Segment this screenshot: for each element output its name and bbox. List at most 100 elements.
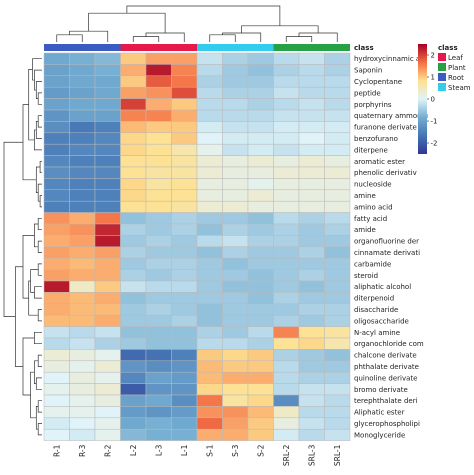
heatmap-cell: [222, 200, 249, 213]
heatmap-cell: [120, 200, 147, 213]
dendrogram-branch: [37, 217, 42, 231]
heatmap-cell: [222, 189, 249, 202]
heatmap-cell: [222, 269, 249, 282]
heatmap-cell: [145, 212, 172, 225]
dendrogram-branch: [35, 121, 42, 139]
heatmap-cell: [94, 337, 121, 350]
heatmap-cell: [120, 98, 147, 111]
heatmap-cell: [43, 314, 70, 327]
heatmap-cell: [171, 98, 198, 111]
heatmap-cell: [298, 360, 325, 373]
heatmap-cell: [69, 178, 96, 191]
heatmap-cell: [69, 143, 96, 156]
heatmap-cell: [273, 166, 300, 179]
heatmap-cell: [273, 155, 300, 168]
heatmap-cell: [69, 109, 96, 122]
heatmap-cell: [222, 98, 249, 111]
heatmap-cell: [273, 337, 300, 350]
dendrogram-branch: [37, 423, 42, 436]
heatmap-cell: [120, 52, 147, 65]
class-legend-swatch: [438, 83, 446, 91]
heatmap-cell: [94, 109, 121, 122]
heatmap-cell: [196, 166, 223, 179]
row-label: phthalate derivate: [354, 363, 419, 371]
heatmap-cell: [145, 223, 172, 236]
heatmap-cell: [298, 98, 325, 111]
heatmap-cell: [298, 200, 325, 213]
heatmap-cell: [196, 406, 223, 419]
heatmap-cell: [94, 75, 121, 88]
row-label: benzofurano: [354, 135, 398, 143]
heatmap-cell: [247, 314, 274, 327]
heatmap-cell: [94, 132, 121, 145]
heatmap-cell: [120, 75, 147, 88]
heatmap-cell: [247, 246, 274, 259]
heatmap-cell: [120, 189, 147, 202]
heatmap-cell: [69, 314, 96, 327]
row-label: Cyclopentane: [354, 78, 402, 86]
heatmap-cell: [171, 417, 198, 430]
heatmap-cell: [171, 64, 198, 77]
heatmap-cell: [120, 314, 147, 327]
heatmap-cell: [273, 64, 300, 77]
heatmap-cell: [69, 189, 96, 202]
column-label: L-2: [129, 444, 138, 456]
heatmap-cell: [69, 280, 96, 293]
dendrogram-branch: [145, 32, 185, 42]
heatmap-cell: [273, 75, 300, 88]
heatmap-cell: [171, 326, 198, 339]
heatmap-cell: [298, 109, 325, 122]
row-label: amide: [354, 226, 376, 234]
class-legend-label: Plant: [448, 64, 466, 72]
heatmap-cell: [171, 223, 198, 236]
heatmap-cell: [69, 166, 96, 179]
heatmap-cell: [145, 360, 172, 373]
heatmap-cell: [43, 86, 70, 99]
heatmap-cell: [94, 235, 121, 248]
row-label: porphyrins: [354, 101, 392, 109]
heatmap-cell: [298, 64, 325, 77]
row-label: diterpenoid: [354, 295, 394, 303]
heatmap-cell: [94, 280, 121, 293]
column-dendrogram: [56, 5, 338, 42]
heatmap-cell: [94, 257, 121, 270]
heatmap-cell: [273, 223, 300, 236]
heatmap-cell: [247, 292, 274, 305]
dendrogram-branch: [88, 12, 166, 33]
heatmap-cell: [222, 314, 249, 327]
heatmap-cell: [273, 269, 300, 282]
column-label: S-2: [257, 444, 266, 456]
heatmap-cell: [247, 64, 274, 77]
class-annotation-cell: [222, 44, 248, 51]
heatmap-cell: [298, 121, 325, 134]
row-label: Aliphatic ester: [354, 409, 405, 417]
heatmap-cell: [120, 64, 147, 77]
heatmap-cell: [324, 280, 351, 293]
heatmap-cell: [69, 52, 96, 65]
dendrogram-branch: [30, 371, 37, 419]
heatmap-cell: [171, 166, 198, 179]
heatmap-cell: [324, 109, 351, 122]
heatmap-cell: [145, 98, 172, 111]
heatmap-cell: [324, 121, 351, 134]
heatmap-cell: [196, 155, 223, 168]
heatmap-cell: [145, 235, 172, 248]
heatmap-cell: [324, 257, 351, 270]
heatmap-cell: [324, 337, 351, 350]
row-label: oligosaccharide: [354, 317, 409, 325]
row-label: quinoline derivate: [354, 374, 417, 382]
heatmap-cell: [171, 132, 198, 145]
heatmap-cell: [273, 280, 300, 293]
heatmap-cell: [196, 223, 223, 236]
heatmap-cell: [196, 212, 223, 225]
dendrogram-branch: [56, 34, 83, 42]
heatmap-cell: [324, 246, 351, 259]
color-scale-tick-label: 1: [431, 74, 435, 82]
heatmap-cell: [247, 132, 274, 145]
class-legend-title: class: [438, 44, 458, 52]
heatmap-cell: [196, 178, 223, 191]
heatmap-cell: [43, 394, 70, 407]
heatmap-cell: [43, 417, 70, 430]
column-label: S-3: [231, 444, 240, 456]
heatmap-cell: [196, 257, 223, 270]
